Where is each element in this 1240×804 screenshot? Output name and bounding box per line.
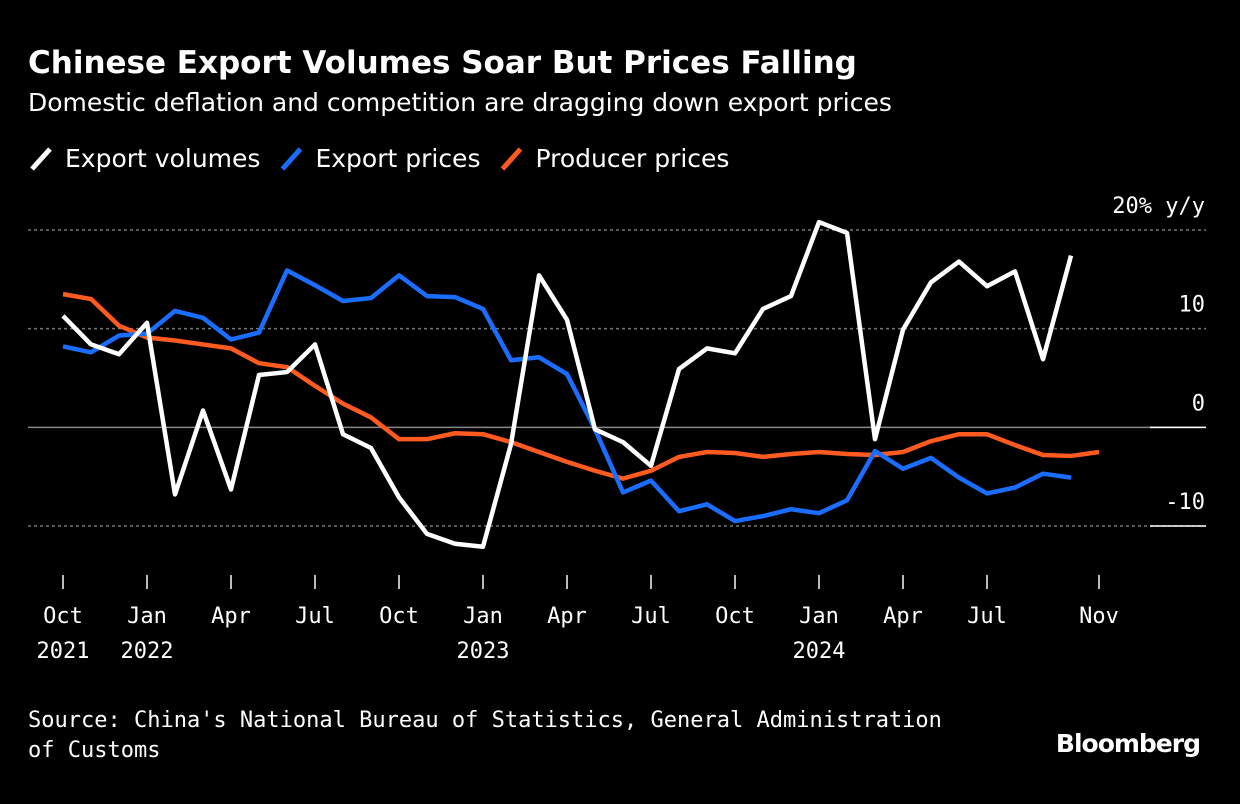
y-tick-label: 10 [1179,293,1206,318]
chart-title: Chinese Export Volumes Soar But Prices F… [28,45,857,81]
legend-label: Producer prices [535,144,729,173]
brand: Bloomberg [1056,729,1200,758]
x-tick-year: 2022 [121,639,174,664]
x-tick-year: 2024 [793,639,846,664]
x-tick-label: Oct [715,604,755,629]
legend-swatch [280,147,303,171]
series-line [62,268,1072,524]
x-tick-label: Jan [463,604,503,629]
series-line [61,219,1074,549]
x-tick-label: Oct [379,604,419,629]
x-tick-label: Jul [631,604,671,629]
x-tick-year: 2023 [457,639,510,664]
x-tick-label: Apr [211,604,251,629]
legend-label: Export prices [315,144,480,173]
x-tick-year: 2021 [37,639,90,664]
x-tick-label: Nov [1079,604,1119,629]
legend: Export volumes Export prices Producer pric… [30,144,729,173]
x-tick-label: Apr [883,604,923,629]
legend-swatch [30,147,52,171]
source: Source: China's National Bureau of Stati… [28,708,942,763]
legend-label: Export volumes [65,144,260,173]
series-line [62,291,1100,481]
y-tick-label: 0 [1192,391,1205,416]
x-tick-label: Jul [295,604,335,629]
x-tick-label: Jul [967,604,1007,629]
x-tick-label: Apr [547,604,587,629]
x-tick-label: Jan [127,604,167,629]
y-tick-label: 20% y/y [1112,194,1205,219]
legend-swatch [500,147,523,171]
chart-subtitle: Domestic deflation and competition are d… [28,88,892,117]
y-tick-label: -10 [1165,490,1205,515]
x-tick-label: Jan [799,604,839,629]
x-tick-label: Oct [43,604,83,629]
